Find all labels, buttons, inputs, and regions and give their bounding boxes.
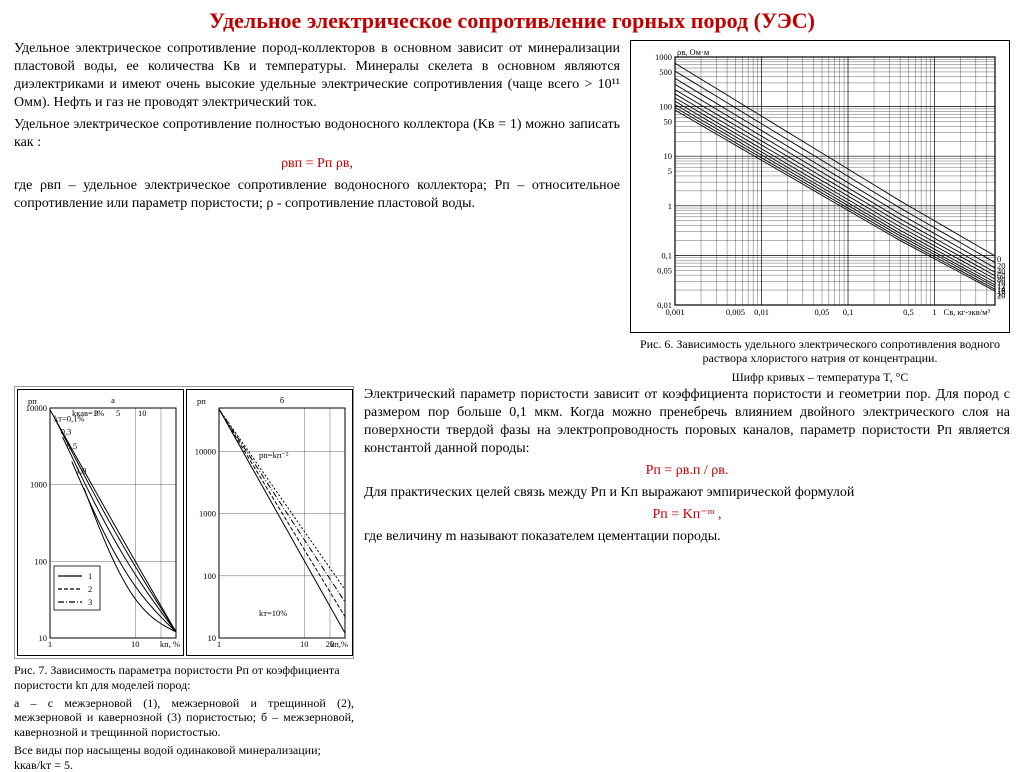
svg-text:kт=10%: kт=10% (259, 608, 287, 618)
svg-text:5: 5 (668, 166, 672, 176)
para1: Удельное электрическое сопротивление пор… (14, 40, 620, 112)
svg-text:1000: 1000 (30, 480, 47, 490)
svg-text:0,5: 0,5 (66, 441, 77, 451)
svg-text:5: 5 (116, 408, 120, 418)
svg-text:10: 10 (131, 639, 140, 649)
para2: Удельное электрическое сопротивление пол… (14, 116, 620, 152)
svg-text:1: 1 (668, 201, 672, 211)
svg-text:1000: 1000 (655, 52, 672, 62)
svg-text:1,0: 1,0 (76, 466, 87, 476)
svg-text:kп,%: kп,% (330, 639, 348, 649)
para4: Электрический параметр пористости зависи… (364, 386, 1010, 458)
figure7-caption: Рис. 7. Зависимость параметра пористости… (14, 663, 354, 692)
para3: где ρвп – удельное электрическое сопроти… (14, 177, 620, 213)
svg-text:pп: pп (28, 396, 37, 406)
svg-text:Cв, кг-экв/м³: Cв, кг-экв/м³ (944, 307, 991, 317)
svg-text:0,05: 0,05 (815, 307, 830, 317)
svg-text:0,3: 0,3 (61, 427, 72, 437)
equation-1: ρвп = Pп ρв, (14, 155, 620, 173)
svg-text:100: 100 (34, 557, 47, 567)
para6: где величину m называют показателем цеме… (364, 528, 1010, 546)
svg-text:3: 3 (94, 408, 98, 418)
intro-text: Удельное электрическое сопротивление пор… (14, 40, 620, 384)
svg-text:0,1: 0,1 (843, 307, 854, 317)
right-text: Электрический параметр пористости зависи… (364, 386, 1010, 772)
svg-text:0,001: 0,001 (665, 307, 684, 317)
svg-text:1000: 1000 (199, 509, 216, 519)
equation-2: Pп = ρв.п / ρв. (364, 462, 1010, 480)
row2: kт=0,1%0,30,51,010000100010010110kп, %pп… (14, 386, 1010, 772)
svg-text:10: 10 (39, 633, 48, 643)
svg-text:2: 2 (88, 584, 92, 594)
para5: Для практических целей связь между Pп и … (364, 484, 1010, 502)
svg-text:100: 100 (659, 102, 672, 112)
svg-text:10000: 10000 (195, 447, 216, 457)
svg-text:0,1: 0,1 (661, 250, 672, 260)
svg-text:10: 10 (208, 633, 217, 643)
svg-text:kкав=1%: kкав=1% (72, 408, 104, 418)
figure7-panel-b: 1000010001001011020kп,%pпбpп=kп⁻²kт=10% (186, 389, 353, 656)
figure7-panels: kт=0,1%0,30,51,010000100010010110kп, %pп… (14, 386, 354, 659)
svg-text:10: 10 (664, 151, 673, 161)
figure6-caption: Рис. 6. Зависимость удельного электричес… (630, 337, 1010, 366)
figure6-plot: 0204060801001201401601802001000500100501… (630, 40, 1010, 333)
figure6-container: 0204060801001201401601802001000500100501… (630, 40, 1010, 384)
svg-text:1: 1 (217, 639, 221, 649)
svg-text:0,01: 0,01 (754, 307, 769, 317)
svg-text:0,005: 0,005 (726, 307, 745, 317)
svg-text:pп=kп⁻²: pп=kп⁻² (259, 450, 289, 460)
figure7-panel-a: kт=0,1%0,30,51,010000100010010110kп, %pп… (17, 389, 184, 656)
svg-text:1: 1 (932, 307, 936, 317)
figure7-caption-a: a – с межзерновой (1), межзерновой и тре… (14, 696, 354, 739)
svg-text:a: a (111, 395, 115, 405)
svg-text:pп: pп (197, 396, 206, 406)
svg-text:500: 500 (659, 67, 672, 77)
figure6-caption2: Шифр кривых – температура T, °C (630, 370, 1010, 384)
svg-text:б: б (280, 395, 284, 405)
top-row: Удельное электрическое сопротивление пор… (14, 40, 1010, 384)
svg-text:200: 200 (997, 291, 1005, 301)
svg-text:10: 10 (300, 639, 309, 649)
svg-text:3: 3 (88, 597, 92, 607)
svg-text:10: 10 (138, 408, 147, 418)
equation-3: Pп = Kп⁻ᵐ , (364, 506, 1010, 524)
svg-text:0,05: 0,05 (657, 265, 672, 275)
svg-text:ρв, Ом·м: ρв, Ом·м (677, 47, 710, 57)
page-title: Удельное электрическое сопротивление гор… (14, 8, 1010, 34)
figure7-container: kт=0,1%0,30,51,010000100010010110kп, %pп… (14, 386, 354, 772)
svg-text:50: 50 (664, 117, 673, 127)
svg-text:1: 1 (88, 571, 92, 581)
svg-text:0,5: 0,5 (903, 307, 914, 317)
svg-text:1: 1 (48, 639, 52, 649)
svg-text:100: 100 (203, 571, 216, 581)
svg-text:kп, %: kп, % (160, 639, 180, 649)
